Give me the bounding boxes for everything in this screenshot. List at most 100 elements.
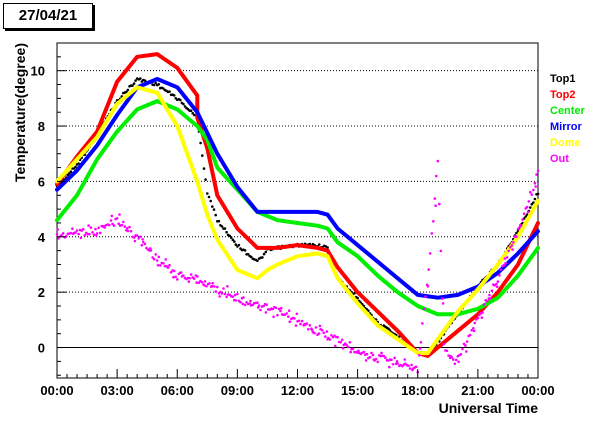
y-tick-label: 6 xyxy=(38,174,45,189)
data-point xyxy=(128,225,131,229)
data-point xyxy=(330,333,333,337)
data-point xyxy=(126,88,130,92)
data-point xyxy=(274,306,278,310)
data-point xyxy=(217,219,221,223)
data-point xyxy=(515,231,518,235)
data-point xyxy=(92,233,96,236)
data-point xyxy=(426,285,430,288)
data-point xyxy=(525,205,529,209)
data-point xyxy=(457,360,460,364)
data-point xyxy=(435,174,438,178)
data-point xyxy=(285,312,289,315)
data-point xyxy=(74,165,77,169)
data-point xyxy=(174,275,177,279)
data-point xyxy=(536,192,540,196)
data-point xyxy=(204,178,207,181)
data-point xyxy=(220,225,224,228)
data-point xyxy=(249,255,253,259)
data-point xyxy=(176,278,179,281)
data-point xyxy=(308,242,312,246)
data-point xyxy=(97,226,100,229)
data-point xyxy=(347,345,350,349)
data-point xyxy=(237,243,241,247)
data-point xyxy=(264,250,268,254)
data-point xyxy=(246,253,250,256)
data-point xyxy=(256,301,259,305)
y-tick-label: 4 xyxy=(38,230,46,245)
data-point xyxy=(276,313,279,317)
data-point xyxy=(207,195,211,199)
data-point xyxy=(56,228,60,231)
data-point xyxy=(473,321,477,325)
data-point xyxy=(191,111,194,115)
data-point xyxy=(434,204,437,207)
data-point xyxy=(418,347,422,350)
data-point xyxy=(502,263,506,267)
data-point xyxy=(206,192,209,195)
data-point xyxy=(182,274,185,277)
y-tick-label: 8 xyxy=(38,119,45,134)
data-point xyxy=(203,280,207,283)
data-point xyxy=(75,229,79,232)
data-point xyxy=(129,229,133,233)
legend-entry-mirror: Mirror xyxy=(550,121,583,133)
x-tick-label: 15:00 xyxy=(341,383,374,398)
legend-entry-dome: Dome xyxy=(550,137,581,149)
date-label: 27/04/21 xyxy=(3,3,93,29)
data-point xyxy=(294,324,298,327)
data-point xyxy=(396,362,400,365)
data-point xyxy=(154,81,157,85)
data-point xyxy=(226,285,229,288)
data-point xyxy=(88,232,91,236)
data-point xyxy=(510,244,514,247)
data-point xyxy=(112,224,116,227)
data-point xyxy=(69,170,73,173)
data-point xyxy=(428,252,432,255)
series-out xyxy=(55,159,540,374)
data-point xyxy=(209,199,212,203)
data-point xyxy=(151,256,154,259)
data-point xyxy=(272,315,275,319)
data-point xyxy=(214,213,217,217)
data-point xyxy=(210,284,214,288)
data-point xyxy=(459,352,463,356)
data-point xyxy=(179,271,183,274)
data-point xyxy=(213,285,216,288)
data-point xyxy=(465,340,469,343)
data-point xyxy=(81,227,85,231)
data-point xyxy=(156,264,160,267)
data-point xyxy=(261,256,264,259)
data-point xyxy=(94,227,97,231)
data-point xyxy=(403,358,407,361)
data-point xyxy=(239,300,242,304)
data-point xyxy=(388,365,391,369)
data-point xyxy=(317,243,321,246)
data-point xyxy=(453,362,457,366)
y-tick-label: 10 xyxy=(31,64,45,79)
series-dome xyxy=(55,85,540,356)
data-point xyxy=(77,232,80,236)
data-point xyxy=(511,248,514,251)
data-point xyxy=(120,223,124,227)
data-point xyxy=(318,324,322,328)
data-point xyxy=(79,236,83,240)
data-point xyxy=(139,77,142,80)
data-point xyxy=(503,257,507,260)
data-point xyxy=(505,256,509,259)
data-point xyxy=(249,299,252,303)
data-point xyxy=(287,315,290,318)
data-point xyxy=(512,241,515,244)
data-point xyxy=(202,167,206,170)
x-tick-label: 18:00 xyxy=(401,383,434,398)
data-point xyxy=(341,347,345,350)
data-point xyxy=(159,264,162,267)
data-point xyxy=(317,332,321,335)
data-point xyxy=(211,205,214,208)
data-point xyxy=(135,234,139,237)
data-point xyxy=(108,223,111,227)
data-point xyxy=(168,263,171,267)
data-point xyxy=(441,302,445,305)
data-point xyxy=(418,353,421,357)
data-point xyxy=(313,331,316,335)
